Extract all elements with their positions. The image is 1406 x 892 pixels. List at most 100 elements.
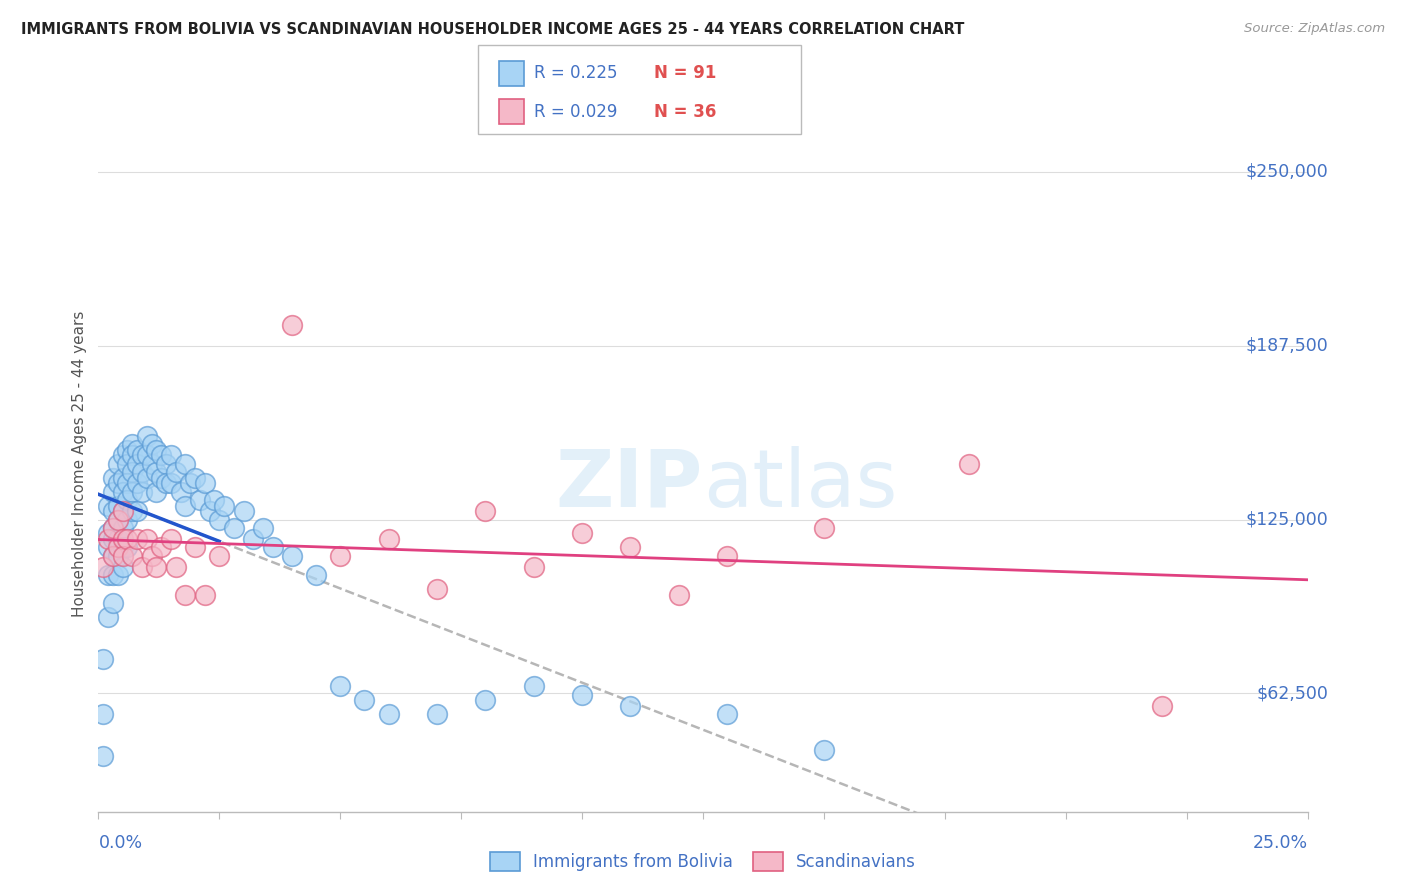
Point [107,512,129,526]
Text: $62,500: $62,500 [1257,684,1329,702]
Text: $250,000: $250,000 [1246,162,1329,180]
Point [145,465,167,479]
Point [188,493,211,508]
Point [111,449,134,463]
Text: N = 91: N = 91 [654,64,716,82]
Point [150,449,173,463]
Point [194,588,217,602]
Point [212,499,235,513]
Point [377,707,399,722]
Point [107,457,129,471]
Point [150,471,173,485]
Point [101,484,124,499]
Point [101,504,124,518]
Point [135,471,157,485]
Point [91,749,114,764]
Point [668,588,690,602]
Point [107,541,129,555]
Point [131,465,153,479]
Point [281,318,304,332]
Point [117,476,139,491]
Point [111,559,134,574]
Point [97,610,120,624]
Point [619,541,641,555]
Text: R = 0.029: R = 0.029 [534,103,617,120]
Point [117,541,139,555]
Point [184,471,207,485]
Point [131,559,153,574]
Point [101,568,124,582]
Point [426,582,449,596]
Point [716,707,738,722]
Point [121,504,143,518]
Point [571,688,593,702]
Point [91,559,114,574]
Point [957,457,980,471]
Point [117,442,139,457]
Point [184,541,207,555]
Point [97,541,120,555]
Point [353,693,375,707]
Point [101,471,124,485]
Point [232,504,254,518]
Point [305,568,328,582]
Point [101,521,124,535]
Point [155,476,177,491]
Point [329,680,352,694]
Point [204,493,226,508]
Text: atlas: atlas [703,446,897,524]
Point [813,743,835,757]
Point [131,449,153,463]
Point [141,437,163,451]
Point [111,504,134,518]
Point [426,707,449,722]
Point [160,449,183,463]
Text: N = 36: N = 36 [654,103,716,120]
Point [174,499,197,513]
Point [474,504,496,518]
Text: 0.0%: 0.0% [98,834,142,852]
Point [377,532,399,546]
Y-axis label: Householder Income Ages 25 - 44 years: Householder Income Ages 25 - 44 years [72,310,87,617]
Point [174,588,197,602]
Point [169,484,191,499]
Point [127,457,149,471]
Point [1152,698,1174,713]
Point [329,549,352,563]
Point [91,707,114,722]
Point [145,484,167,499]
Text: 25.0%: 25.0% [1253,834,1308,852]
Point [97,499,120,513]
Point [121,437,143,451]
Point [111,504,134,518]
Point [111,521,134,535]
Point [141,549,163,563]
Point [97,532,120,546]
Text: R = 0.225: R = 0.225 [534,64,617,82]
Point [813,521,835,535]
Point [194,476,217,491]
Point [97,568,120,582]
Point [101,596,124,610]
Point [174,457,197,471]
Point [619,698,641,713]
Point [101,549,124,563]
Text: Source: ZipAtlas.com: Source: ZipAtlas.com [1244,22,1385,36]
Point [252,521,274,535]
Point [127,476,149,491]
Point [160,476,183,491]
Text: $187,500: $187,500 [1246,336,1329,354]
Point [198,504,221,518]
Point [523,680,546,694]
Point [117,512,139,526]
Point [111,484,134,499]
Point [145,442,167,457]
Point [160,532,183,546]
Point [111,471,134,485]
Text: $125,000: $125,000 [1246,510,1329,528]
Point [155,457,177,471]
Point [571,526,593,541]
Point [97,526,120,541]
Text: ZIP: ZIP [555,446,703,524]
Point [107,476,129,491]
